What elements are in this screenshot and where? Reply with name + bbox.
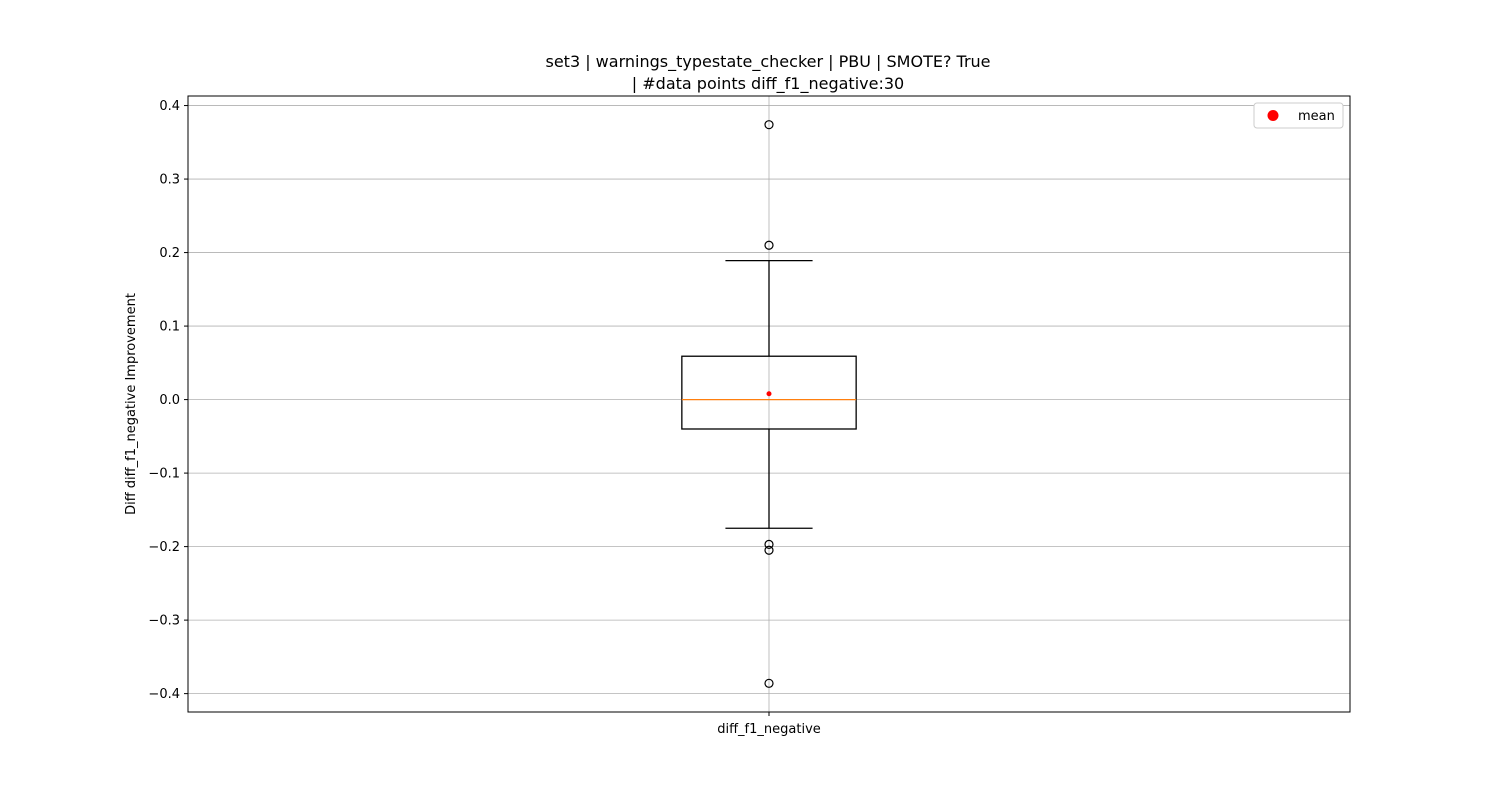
box-iqr — [681, 355, 857, 430]
outlier-point — [764, 678, 774, 688]
legend-frame — [1253, 102, 1344, 129]
outlier-point — [764, 240, 774, 250]
outlier-point — [764, 545, 774, 555]
legend-mean-marker — [1267, 110, 1279, 121]
legend: mean — [1253, 102, 1344, 129]
y-axis: −0.4 −0.3 −0.2 −0.1 0.0 0.1 0.2 0.3 0.4 — [148, 99, 188, 702]
legend-mean-label: mean — [1298, 109, 1335, 124]
y-tick-label: 0.3 — [159, 173, 180, 188]
y-tick-label: −0.3 — [148, 614, 180, 629]
chart-title-line-2: | #data points diff_f1_negative:30 — [632, 74, 904, 94]
grid-lines — [188, 96, 1350, 712]
y-axis-label: Diff diff_f1_negative Improvement — [124, 293, 139, 515]
outlier-point — [764, 120, 774, 130]
x-axis: diff_f1_negative — [717, 712, 821, 737]
y-tick-label: −0.1 — [148, 467, 180, 482]
plot-frame — [187, 95, 1351, 713]
y-tick-label: 0.2 — [159, 246, 180, 261]
outlier-point — [764, 539, 774, 550]
y-tick-label: 0.4 — [159, 99, 180, 114]
box-series — [681, 120, 857, 688]
x-tick-label: diff_f1_negative — [717, 722, 821, 737]
y-tick-label: −0.2 — [148, 540, 180, 555]
mean-point — [766, 391, 772, 397]
y-tick-label: 0.1 — [159, 320, 180, 335]
y-tick-label: 0.0 — [159, 393, 180, 408]
chart-title-line-1: set3 | warnings_typestate_checker | PBU … — [545, 52, 990, 72]
y-tick-label: −0.4 — [148, 687, 180, 702]
